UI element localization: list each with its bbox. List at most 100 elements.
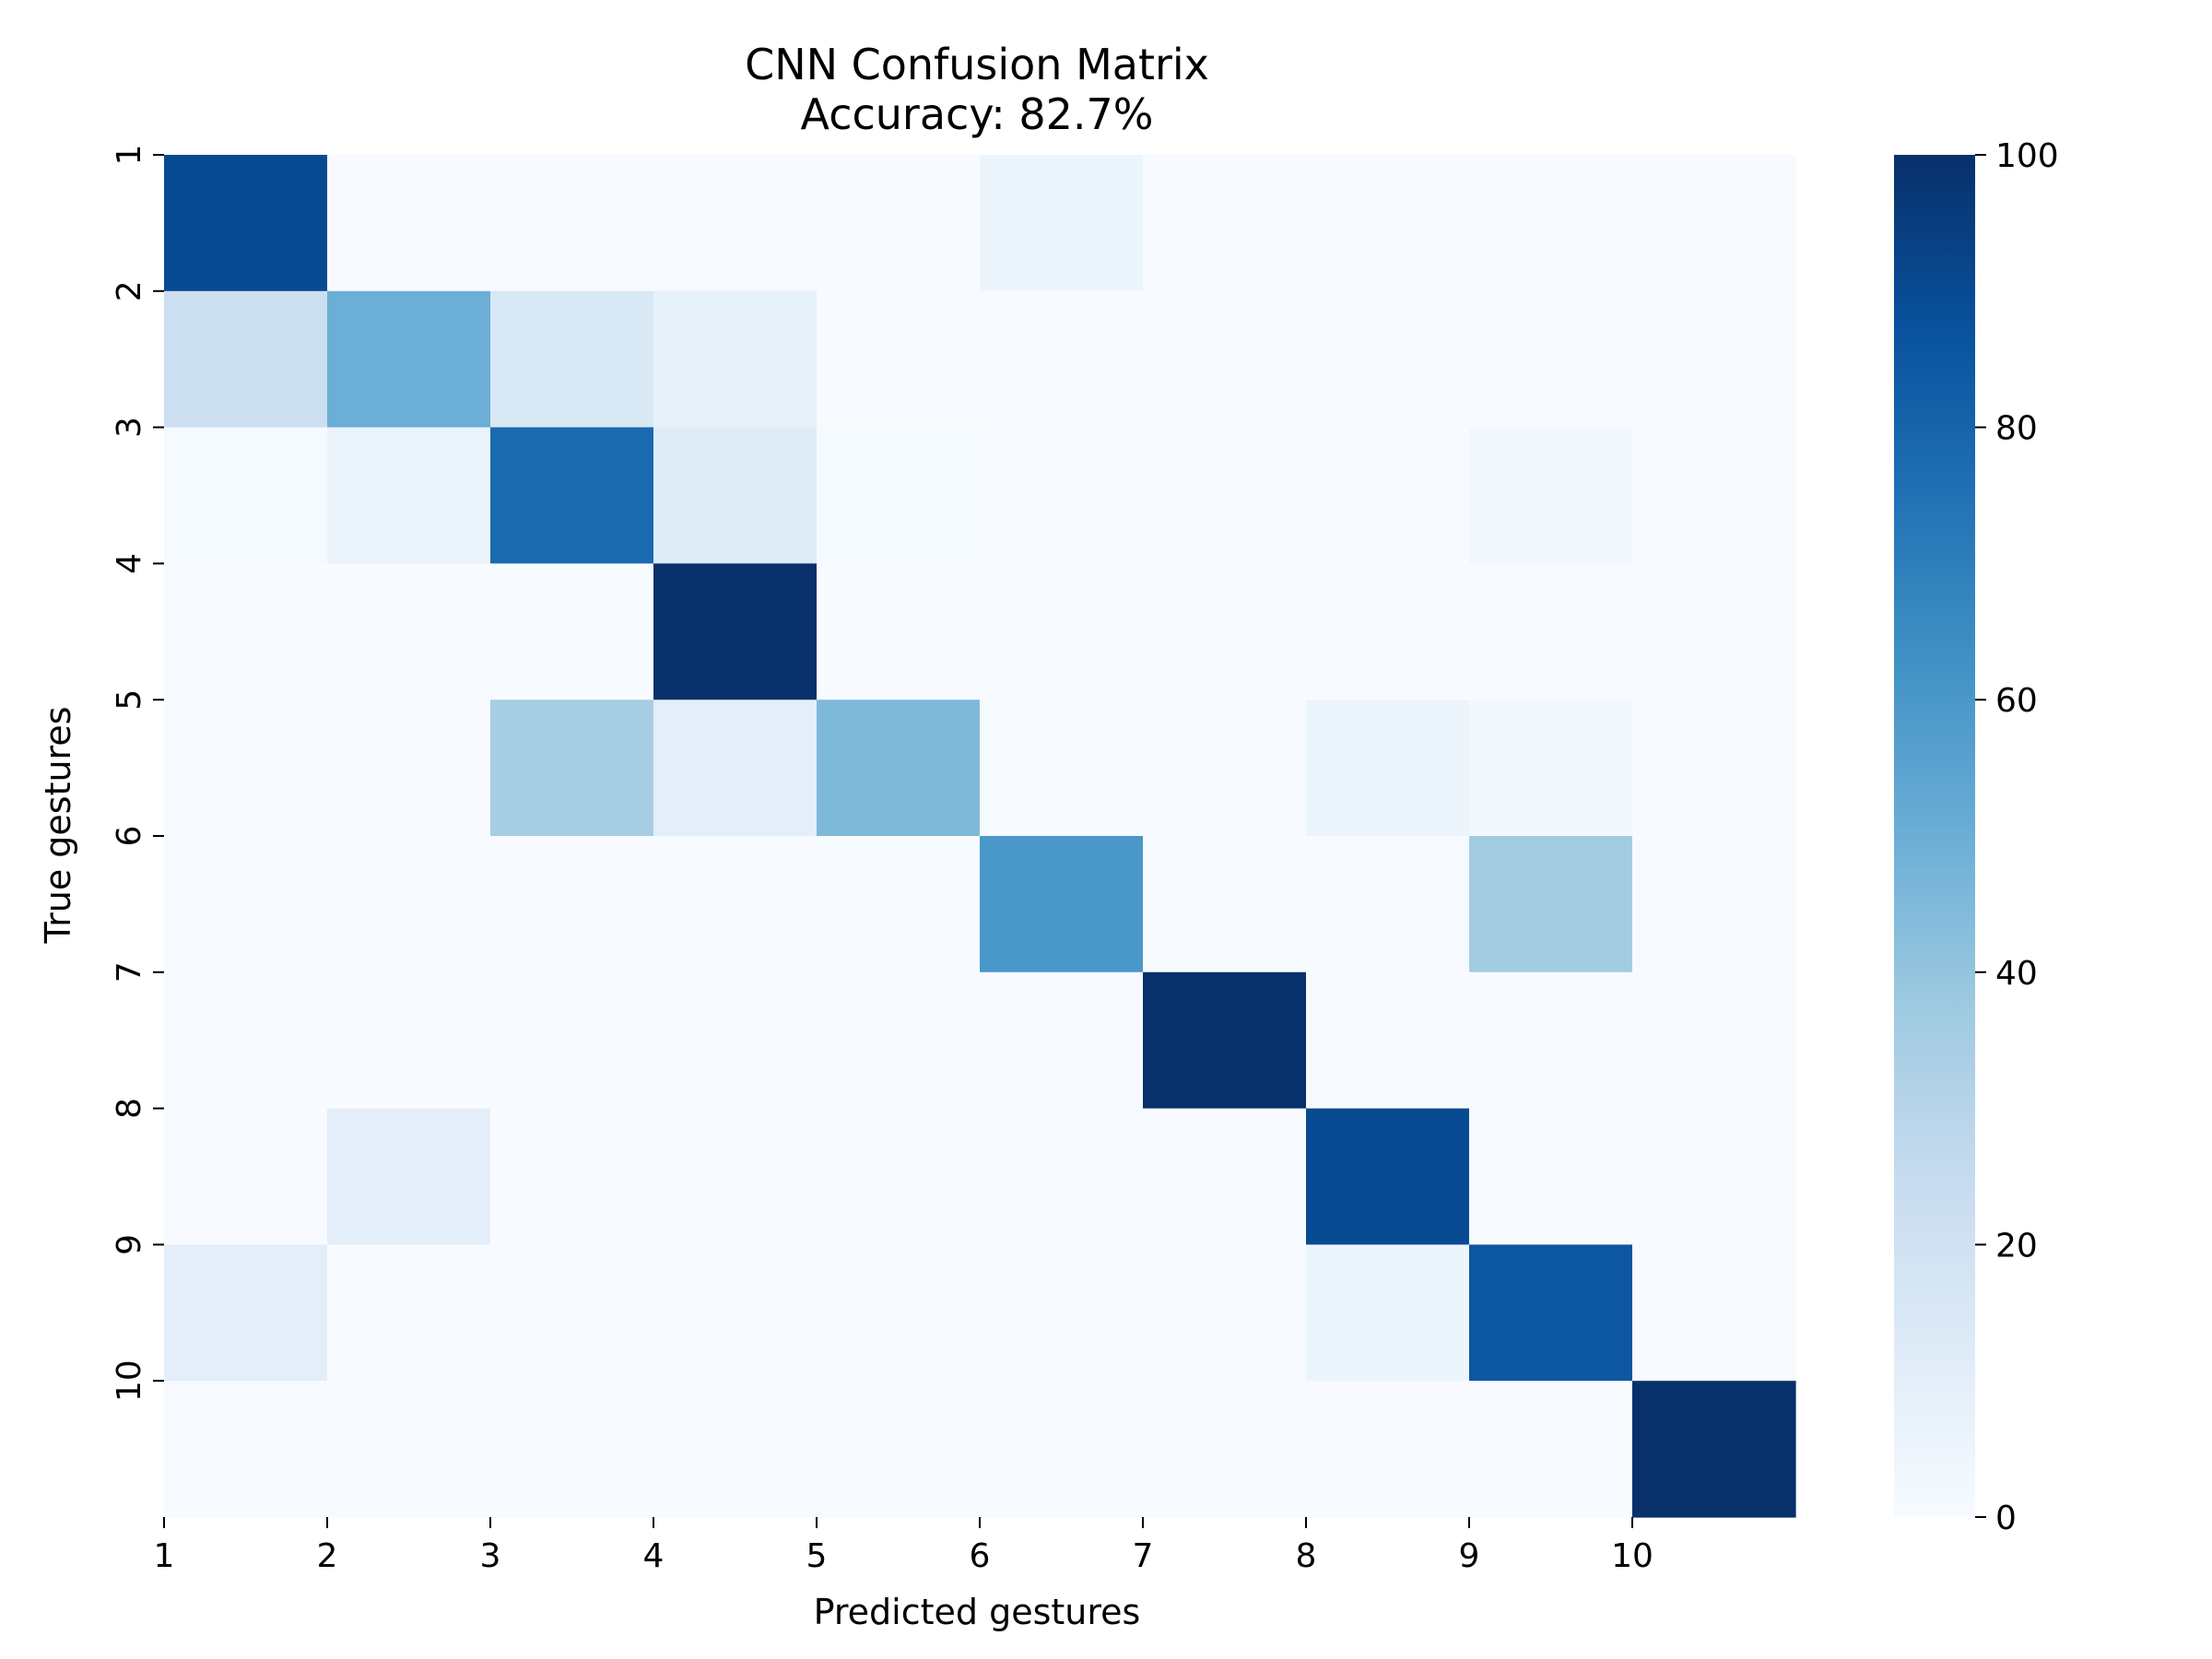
heatmap-cell-r9-c4 bbox=[653, 1244, 818, 1382]
heatmap-cell-r8-c3 bbox=[490, 1108, 654, 1245]
heatmap-cell-r10-c5 bbox=[817, 1381, 981, 1518]
heatmap-cell-r9-c1 bbox=[164, 1244, 328, 1382]
heatmap-cell-r1-c8 bbox=[1306, 155, 1470, 292]
heatmap-cell-r1-c9 bbox=[1469, 155, 1633, 292]
colorbar-tick-label: 20 bbox=[1995, 1227, 2038, 1265]
heatmap-cell-r5-c10 bbox=[1632, 700, 1796, 837]
heatmap-cell-r3-c1 bbox=[164, 427, 328, 564]
y-tick-label: 8 bbox=[111, 1098, 148, 1119]
heatmap-cell-r5-c6 bbox=[980, 700, 1144, 837]
heatmap-cell-r6-c4 bbox=[653, 836, 818, 973]
y-tick-label: 7 bbox=[111, 961, 148, 982]
heatmap-cell-r7-c5 bbox=[817, 971, 981, 1110]
heatmap-cell-r8-c4 bbox=[653, 1108, 818, 1245]
heatmap-cell-r3-c6 bbox=[980, 427, 1144, 564]
x-tick-label: 5 bbox=[806, 1537, 828, 1575]
heatmap-cell-r5-c9 bbox=[1469, 700, 1633, 837]
heatmap-cell-r4-c6 bbox=[980, 563, 1144, 700]
heatmap-cell-r1-c6 bbox=[980, 155, 1144, 292]
heatmap-cell-r4-c10 bbox=[1632, 563, 1796, 700]
heatmap-cell-r10-c9 bbox=[1469, 1381, 1633, 1518]
heatmap-cell-r10-c4 bbox=[653, 1381, 818, 1518]
heatmap-cell-r10-c3 bbox=[490, 1381, 654, 1518]
heatmap-cell-r7-c10 bbox=[1632, 971, 1796, 1110]
colorbar-tick-label: 0 bbox=[1995, 1500, 2017, 1537]
heatmap-cell-r6-c2 bbox=[327, 836, 491, 973]
x-tick-label: 6 bbox=[970, 1537, 991, 1575]
heatmap-cell-r8-c6 bbox=[980, 1108, 1144, 1245]
heatmap-cell-r3-c3 bbox=[490, 427, 654, 564]
heatmap-cell-r9-c8 bbox=[1306, 1244, 1470, 1382]
heatmap-cell-r7-c9 bbox=[1469, 971, 1633, 1110]
x-tick-label: 4 bbox=[643, 1537, 665, 1575]
heatmap-cell-r4-c2 bbox=[327, 563, 491, 700]
x-tick-label: 10 bbox=[1611, 1537, 1653, 1575]
heatmap-cell-r6-c10 bbox=[1632, 836, 1796, 973]
heatmap-cell-r9-c6 bbox=[980, 1244, 1144, 1382]
heatmap-cell-r5-c5 bbox=[817, 700, 981, 837]
heatmap-cell-r4-c8 bbox=[1306, 563, 1470, 700]
heatmap-cell-r4-c7 bbox=[1143, 563, 1307, 700]
heatmap-cell-r1-c2 bbox=[327, 155, 491, 292]
heatmap-cell-r8-c10 bbox=[1632, 1108, 1796, 1245]
colorbar-tick-label: 60 bbox=[1995, 682, 2038, 720]
heatmap-cell-r3-c8 bbox=[1306, 427, 1470, 564]
x-tick-label: 8 bbox=[1296, 1537, 1317, 1575]
heatmap-cell-r8-c7 bbox=[1143, 1108, 1307, 1245]
x-tick-label: 9 bbox=[1459, 1537, 1480, 1575]
heatmap-cell-r5-c3 bbox=[490, 700, 654, 837]
y-tick-label: 9 bbox=[111, 1234, 148, 1255]
heatmap-cell-r4-c5 bbox=[817, 563, 981, 700]
heatmap-cell-r2-c3 bbox=[490, 290, 654, 429]
x-tick-label: 2 bbox=[317, 1537, 338, 1575]
heatmap-cell-r5-c4 bbox=[653, 700, 818, 837]
y-tick-label: 6 bbox=[111, 826, 148, 847]
heatmap-cell-r4-c9 bbox=[1469, 563, 1633, 700]
y-tick-label: 5 bbox=[111, 689, 148, 711]
y-tick-label: 3 bbox=[111, 417, 148, 438]
heatmap-cell-r6-c6 bbox=[980, 836, 1144, 973]
x-tick-label: 7 bbox=[1133, 1537, 1154, 1575]
heatmap-cell-r9-c7 bbox=[1143, 1244, 1307, 1382]
heatmap-cell-r1-c5 bbox=[817, 155, 981, 292]
y-axis-label: True gestures bbox=[38, 706, 78, 944]
colorbar-tick-label: 100 bbox=[1995, 137, 2059, 175]
heatmap-cell-r10-c2 bbox=[327, 1381, 491, 1518]
heatmap-cell-r9-c9 bbox=[1469, 1244, 1633, 1382]
x-tick-label: 3 bbox=[480, 1537, 501, 1575]
heatmap-cell-r9-c5 bbox=[817, 1244, 981, 1382]
heatmap-cell-r3-c2 bbox=[327, 427, 491, 564]
heatmap-cell-r7-c6 bbox=[980, 971, 1144, 1110]
heatmap-cell-r1-c7 bbox=[1143, 155, 1307, 292]
heatmap-cell-r7-c1 bbox=[164, 971, 328, 1110]
heatmap-cell-r2-c5 bbox=[817, 290, 981, 429]
heatmap-cells bbox=[164, 155, 1796, 1518]
heatmap-cell-r8-c8 bbox=[1306, 1108, 1470, 1245]
heatmap-cell-r10-c7 bbox=[1143, 1381, 1307, 1518]
heatmap-cell-r3-c4 bbox=[653, 427, 818, 564]
heatmap-cell-r5-c8 bbox=[1306, 700, 1470, 837]
heatmap-cell-r5-c2 bbox=[327, 700, 491, 837]
heatmap-cell-r5-c7 bbox=[1143, 700, 1307, 837]
heatmap-cell-r9-c2 bbox=[327, 1244, 491, 1382]
heatmap-cell-r1-c1 bbox=[164, 155, 328, 292]
heatmap-cell-r7-c3 bbox=[490, 971, 654, 1110]
y-tick-label: 2 bbox=[111, 280, 148, 301]
heatmap-cell-r8-c1 bbox=[164, 1108, 328, 1245]
heatmap-cell-r8-c5 bbox=[817, 1108, 981, 1245]
heatmap-cell-r4-c1 bbox=[164, 563, 328, 700]
heatmap-cell-r4-c4 bbox=[653, 563, 818, 700]
colorbar-tick-label: 80 bbox=[1995, 410, 2038, 448]
heatmap-cell-r3-c7 bbox=[1143, 427, 1307, 564]
heatmap-cell-r6-c1 bbox=[164, 836, 328, 973]
heatmap-cell-r9-c3 bbox=[490, 1244, 654, 1382]
heatmap-cell-r1-c4 bbox=[653, 155, 818, 292]
heatmap-cell-r7-c4 bbox=[653, 971, 818, 1110]
chart-subtitle: Accuracy: 82.7% bbox=[801, 89, 1154, 139]
heatmap-cell-r7-c8 bbox=[1306, 971, 1470, 1110]
y-axis-ticks: 1 2 3 4 5 6 7 8 9 10 bbox=[111, 145, 164, 1402]
heatmap-cell-r10-c10 bbox=[1632, 1381, 1796, 1518]
heatmap-cell-r2-c1 bbox=[164, 290, 328, 429]
colorbar-tick-label: 40 bbox=[1995, 955, 2038, 993]
